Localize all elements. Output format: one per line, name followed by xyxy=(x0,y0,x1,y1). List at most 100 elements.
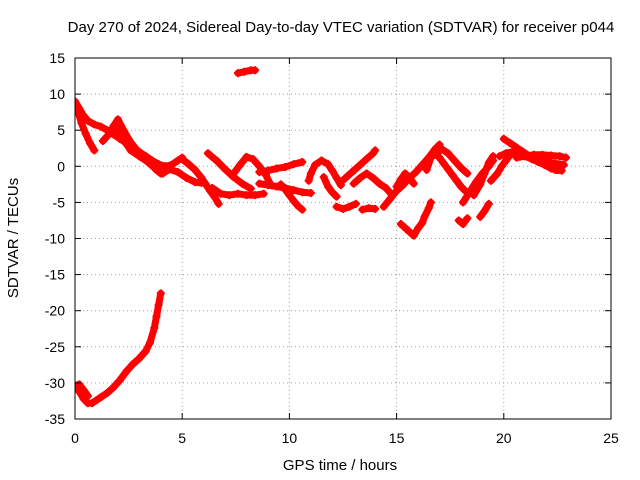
data-point xyxy=(281,163,290,172)
data-point xyxy=(306,169,315,178)
data-point xyxy=(113,115,122,124)
data-point xyxy=(83,116,92,125)
data-point xyxy=(521,152,530,161)
data-point xyxy=(242,152,251,161)
series-arc-11 xyxy=(255,157,307,177)
data-point xyxy=(371,204,380,213)
data-point xyxy=(152,312,161,321)
data-point xyxy=(448,170,457,179)
data-point xyxy=(221,165,230,174)
x-tick-label: 10 xyxy=(282,430,298,446)
data-point xyxy=(512,153,521,162)
y-tick-label: 5 xyxy=(57,122,65,138)
data-point xyxy=(499,134,508,143)
data-point xyxy=(311,160,320,169)
data-point xyxy=(495,152,504,161)
data-point xyxy=(396,175,405,184)
data-point xyxy=(263,181,272,190)
data-point xyxy=(538,150,547,159)
data-point xyxy=(90,146,99,155)
data-point xyxy=(362,155,371,164)
data-point xyxy=(75,380,84,389)
data-point xyxy=(158,169,167,178)
data-point xyxy=(146,338,155,347)
data-point xyxy=(529,150,538,159)
data-point xyxy=(418,218,427,227)
data-point xyxy=(343,172,352,181)
series-arc-17 xyxy=(332,199,360,213)
x-tick-label: 25 xyxy=(603,430,619,446)
data-point xyxy=(328,166,337,175)
series-arc-9 xyxy=(229,152,275,188)
data-point xyxy=(444,165,453,174)
data-point xyxy=(272,164,281,173)
data-point xyxy=(431,150,440,159)
data-point xyxy=(506,139,515,148)
data-point xyxy=(501,156,510,165)
y-tick-label: -5 xyxy=(53,194,66,210)
data-point xyxy=(319,173,328,182)
series-arc-34 xyxy=(75,289,165,408)
series-arc-31 xyxy=(512,150,570,162)
series-arc-23 xyxy=(431,144,472,178)
data-point xyxy=(240,67,249,76)
x-axis-label: GPS time / hours xyxy=(283,457,397,474)
y-tick-labels: 15 10 5 0 -5 -10 -15 -20 -25 -30 -35 xyxy=(45,50,65,427)
data-point xyxy=(369,173,378,182)
data-point xyxy=(561,153,570,162)
data-point xyxy=(77,118,86,127)
data-point xyxy=(304,176,313,185)
data-point xyxy=(371,146,380,155)
data-point xyxy=(285,191,294,200)
data-point xyxy=(546,151,555,160)
data-point xyxy=(135,354,144,363)
data-point xyxy=(512,143,521,152)
data-point xyxy=(332,202,341,211)
data-point xyxy=(450,156,459,165)
data-point xyxy=(214,199,223,208)
data-point xyxy=(555,152,564,161)
data-point xyxy=(96,122,105,131)
series-arc-21 xyxy=(392,169,418,191)
data-point xyxy=(184,160,193,169)
data-point xyxy=(298,157,307,166)
data-point xyxy=(323,182,332,191)
data-point xyxy=(141,347,150,356)
data-point xyxy=(154,300,163,309)
data-point xyxy=(116,376,125,385)
chart-title: Day 270 of 2024, Sidereal Day-to-day VTE… xyxy=(68,19,615,36)
data-point xyxy=(298,188,307,197)
data-point xyxy=(476,180,485,189)
series-arc-32 xyxy=(534,156,568,169)
data-point xyxy=(396,220,405,229)
data-point xyxy=(152,165,161,174)
data-point xyxy=(332,192,341,201)
data-point xyxy=(276,180,285,189)
data-point xyxy=(463,214,472,223)
data-point xyxy=(336,178,345,187)
data-point xyxy=(414,224,423,233)
data-point xyxy=(191,165,200,174)
data-point xyxy=(81,129,90,138)
data-point xyxy=(251,191,260,200)
data-point xyxy=(233,69,242,78)
series-arc-16 xyxy=(349,169,397,200)
data-point xyxy=(92,396,101,405)
x-tick-label: 5 xyxy=(178,430,186,446)
data-point xyxy=(437,144,446,153)
data-point xyxy=(259,189,268,198)
data-point xyxy=(135,152,144,161)
data-point xyxy=(401,169,410,178)
series-arc-7 xyxy=(208,183,268,200)
data-point xyxy=(409,231,418,240)
series-arc-12 xyxy=(276,180,307,214)
data-point xyxy=(281,185,290,194)
series-arc-27 xyxy=(476,199,493,221)
grid-lines xyxy=(75,58,611,419)
data-point xyxy=(197,173,206,182)
data-point xyxy=(379,202,388,211)
data-point xyxy=(306,189,315,198)
data-point xyxy=(480,207,489,216)
data-point xyxy=(339,204,347,213)
